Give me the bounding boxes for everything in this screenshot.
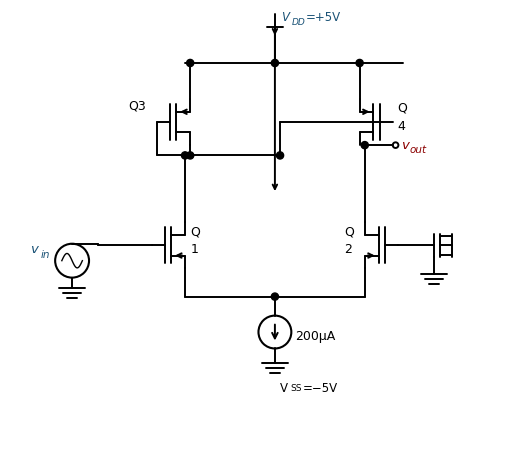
Circle shape [271,293,279,300]
Text: v: v [401,139,408,152]
Text: Q: Q [344,225,354,238]
Text: V: V [281,11,289,24]
Text: DD: DD [292,17,306,26]
Text: SS: SS [290,384,302,393]
Text: 1: 1 [190,243,198,256]
Circle shape [271,59,279,67]
Circle shape [182,152,188,159]
Circle shape [277,152,283,159]
Text: out: out [410,145,427,155]
Text: in: in [40,250,50,259]
Circle shape [187,152,194,159]
Text: Q: Q [190,225,200,238]
Circle shape [361,141,368,149]
Text: Q: Q [397,102,407,115]
Text: =−5V: =−5V [303,383,338,395]
Circle shape [356,59,363,67]
Circle shape [187,59,194,67]
Text: v: v [30,243,38,256]
Text: =+5V: =+5V [306,11,341,24]
Text: 2: 2 [344,243,352,256]
Text: 4: 4 [397,120,405,133]
Text: Q3: Q3 [129,99,146,112]
Text: 200μA: 200μA [295,329,336,343]
Text: V: V [280,383,288,395]
